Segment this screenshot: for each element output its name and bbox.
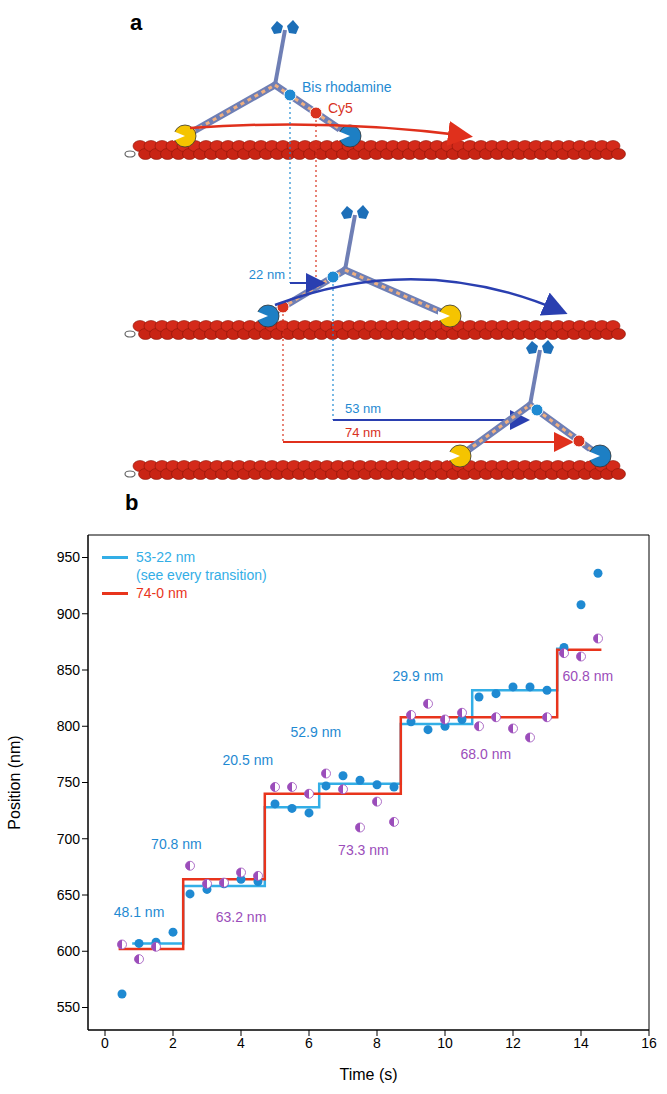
svg-text:20.5 nm: 20.5 nm <box>223 752 274 768</box>
svg-text:74 nm: 74 nm <box>345 425 381 440</box>
svg-text:900: 900 <box>57 606 81 622</box>
svg-text:Bis rhodamine: Bis rhodamine <box>302 79 392 95</box>
svg-text:70.8 nm: 70.8 nm <box>151 836 202 852</box>
svg-text:68.0 nm: 68.0 nm <box>461 746 512 762</box>
svg-text:800: 800 <box>57 718 81 734</box>
svg-text:12: 12 <box>505 1035 521 1051</box>
svg-text:850: 850 <box>57 662 81 678</box>
svg-text:600: 600 <box>57 943 81 959</box>
svg-text:700: 700 <box>57 831 81 847</box>
svg-text:16: 16 <box>641 1035 657 1051</box>
svg-text:10: 10 <box>437 1035 453 1051</box>
svg-text:750: 750 <box>57 774 81 790</box>
svg-text:52.9 nm: 52.9 nm <box>291 724 342 740</box>
html-text:74-0 nm: 74-0 nm <box>136 585 188 601</box>
html-text:(see every transition): (see every transition) <box>136 567 267 583</box>
html-text:53-22 nm: 53-22 nm <box>136 549 196 565</box>
svg-text:8: 8 <box>373 1035 381 1051</box>
svg-text:Cy5: Cy5 <box>328 100 353 116</box>
svg-text:63.2 nm: 63.2 nm <box>216 909 267 925</box>
svg-text:6: 6 <box>305 1035 313 1051</box>
svg-text:a: a <box>130 10 143 35</box>
svg-text:550: 550 <box>57 999 81 1015</box>
svg-text:Position (nm): Position (nm) <box>6 735 23 829</box>
svg-text:48.1 nm: 48.1 nm <box>114 904 165 920</box>
svg-text:53 nm: 53 nm <box>345 401 381 416</box>
svg-text:2: 2 <box>169 1035 177 1051</box>
svg-text:29.9 nm: 29.9 nm <box>393 668 444 684</box>
svg-text:60.8 nm: 60.8 nm <box>563 668 614 684</box>
svg-text:14: 14 <box>573 1035 589 1051</box>
html-text:b: b <box>125 490 139 515</box>
svg-text:22 nm: 22 nm <box>249 267 285 282</box>
svg-text:Time (s): Time (s) <box>339 1066 397 1083</box>
svg-text:73.3 nm: 73.3 nm <box>338 842 389 858</box>
svg-text:0: 0 <box>101 1035 109 1051</box>
svg-text:950: 950 <box>57 549 81 565</box>
svg-text:650: 650 <box>57 887 81 903</box>
svg-text:4: 4 <box>237 1035 245 1051</box>
